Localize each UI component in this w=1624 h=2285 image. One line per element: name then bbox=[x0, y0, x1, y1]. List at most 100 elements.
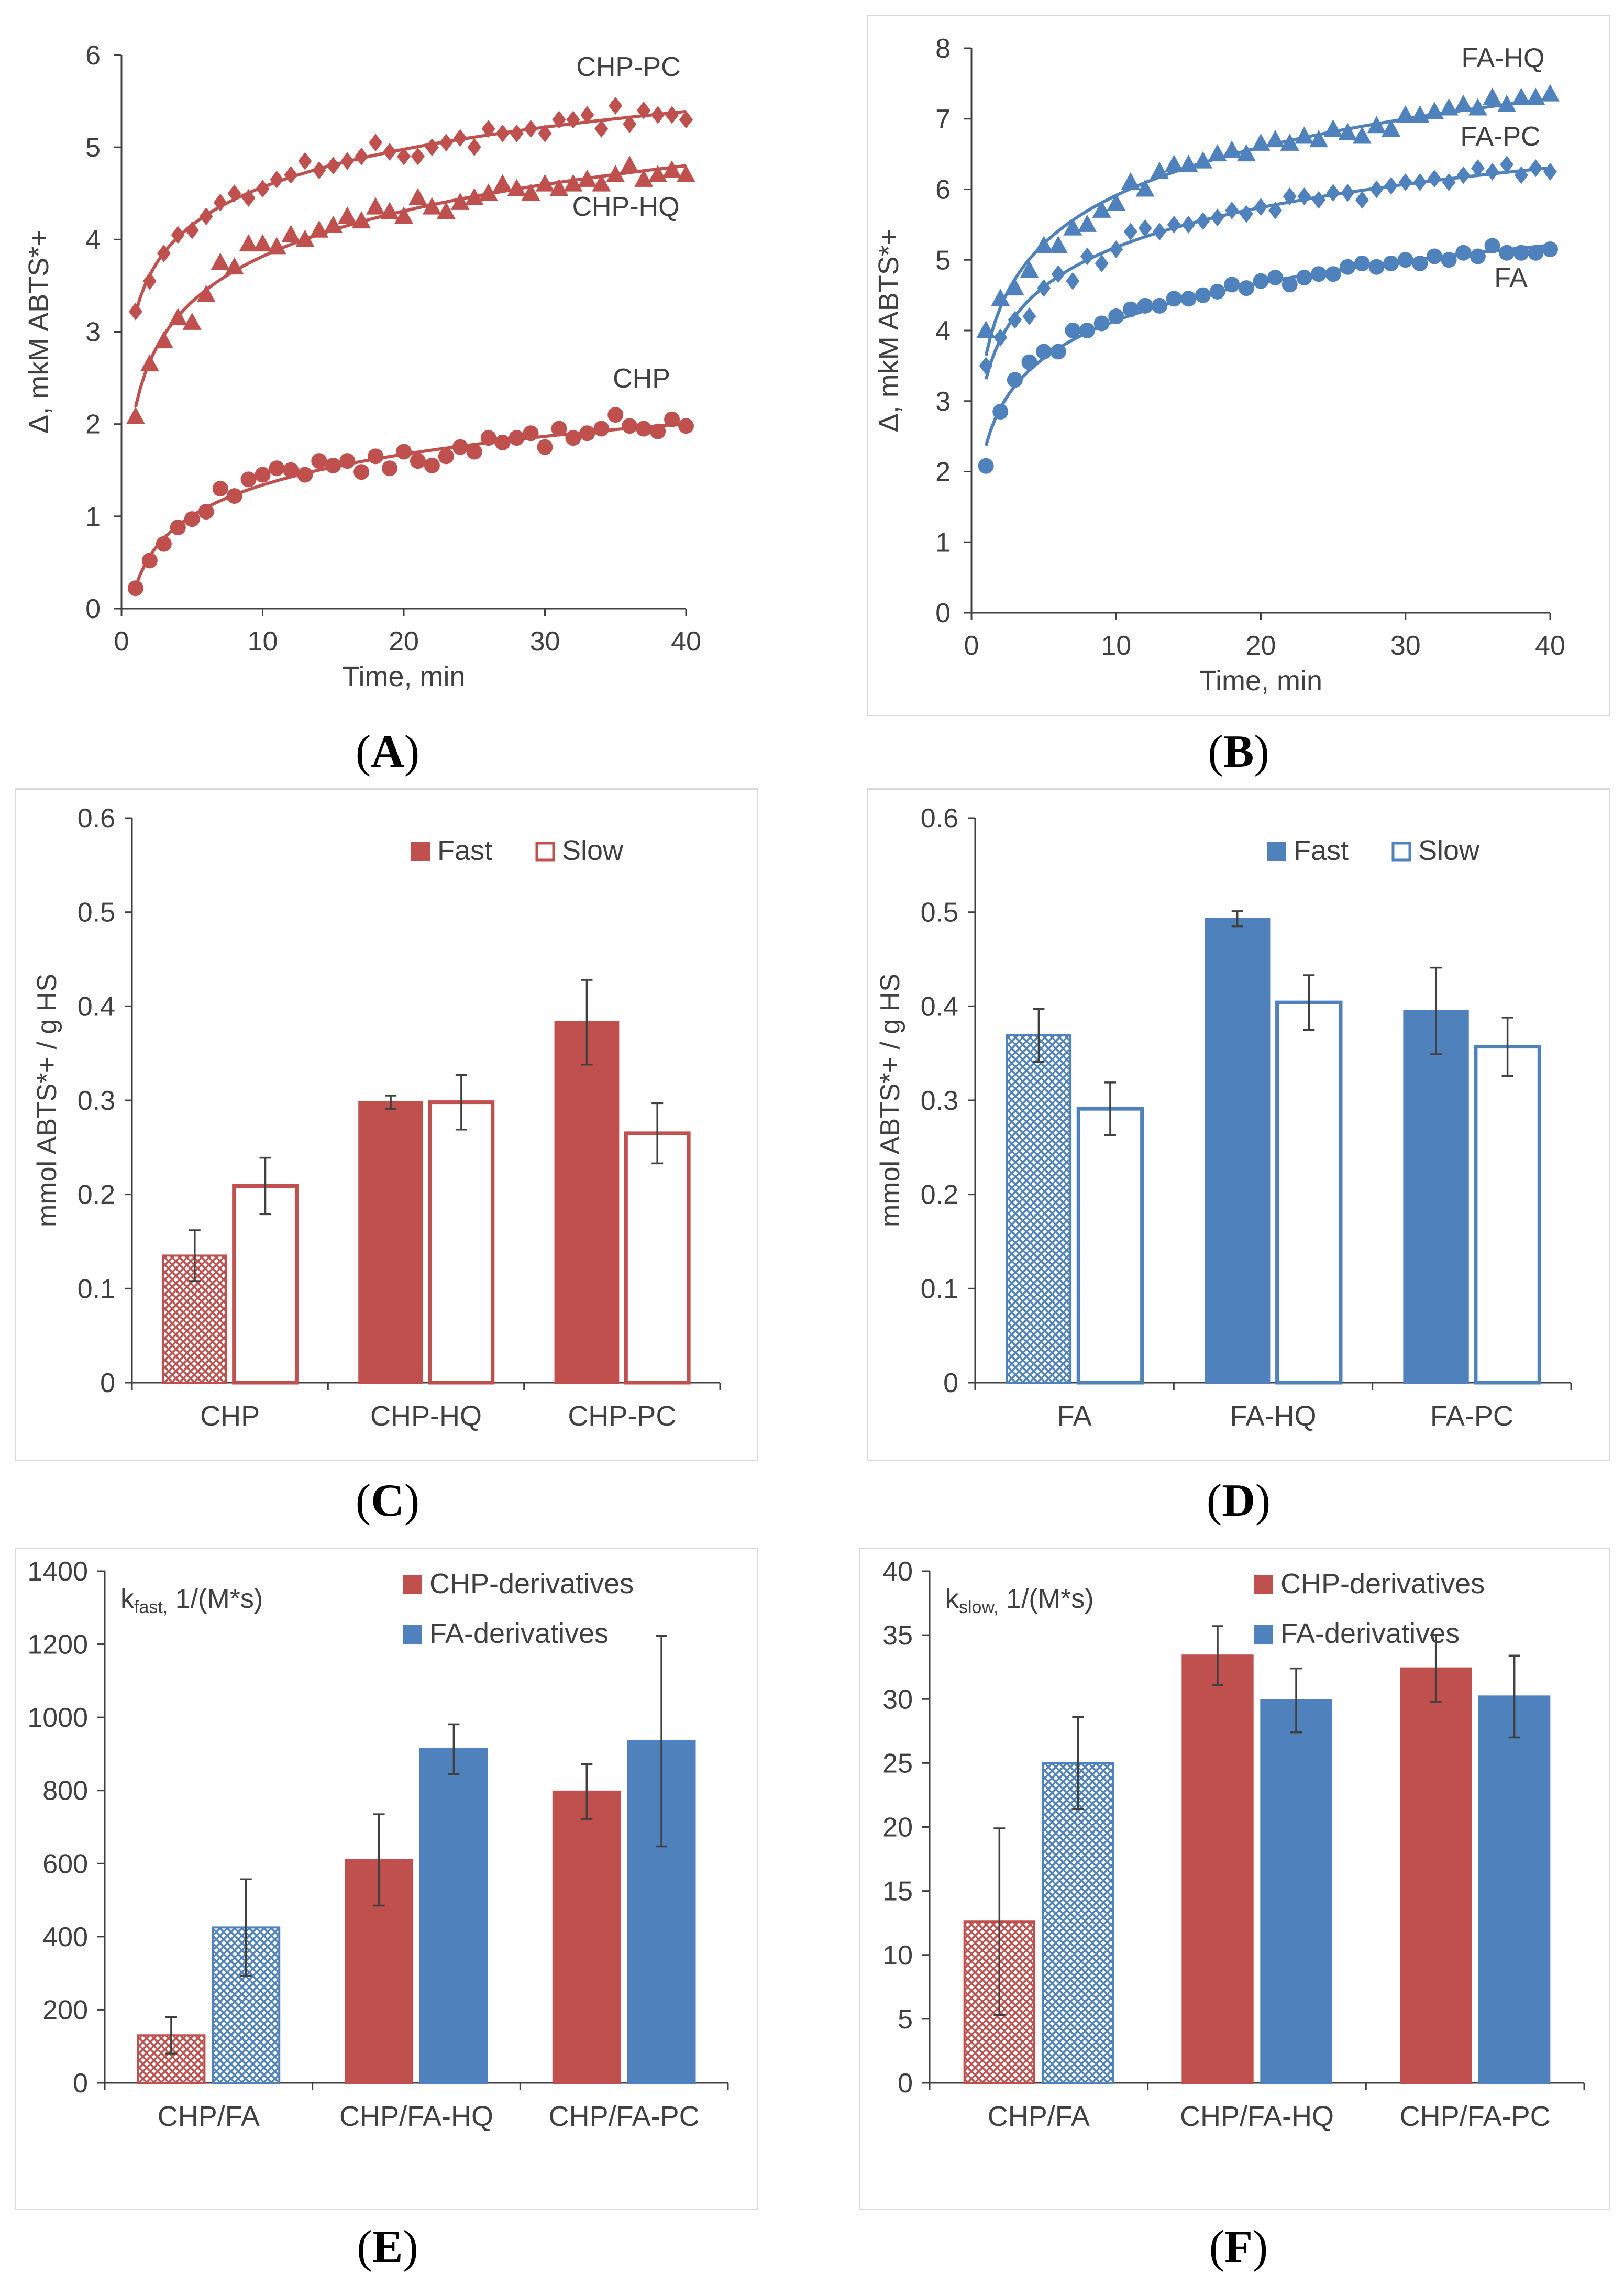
y-tick-label: 0.6 bbox=[78, 803, 115, 834]
data-point bbox=[979, 357, 993, 375]
data-point bbox=[338, 206, 357, 224]
y-tick-label: 1 bbox=[85, 502, 101, 532]
y-tick-label: 0 bbox=[898, 2068, 913, 2099]
data-point bbox=[1542, 241, 1558, 258]
y-tick-label: 8 bbox=[935, 34, 951, 64]
data-point bbox=[1179, 154, 1198, 172]
y-tick-label: 4 bbox=[85, 225, 101, 255]
data-point bbox=[297, 467, 313, 483]
data-point bbox=[1225, 201, 1239, 219]
data-point bbox=[382, 460, 398, 477]
bar-Fast-FA bbox=[1006, 1034, 1072, 1384]
data-point bbox=[253, 234, 272, 252]
data-point bbox=[622, 418, 638, 434]
data-point bbox=[298, 152, 312, 170]
data-point bbox=[1468, 98, 1487, 116]
data-point bbox=[1238, 280, 1254, 296]
data-point bbox=[425, 138, 439, 157]
data-point bbox=[1164, 154, 1184, 172]
legend-label-FA-derivatives: FA-derivatives bbox=[429, 1618, 609, 1649]
data-point bbox=[170, 519, 186, 535]
data-point bbox=[1209, 283, 1225, 300]
data-point bbox=[662, 160, 682, 178]
x-tick-label: 30 bbox=[1390, 631, 1421, 661]
data-point bbox=[226, 488, 242, 504]
y-tick-label: 35 bbox=[882, 1620, 913, 1651]
bar-Slow-CHP bbox=[232, 1184, 299, 1385]
data-point bbox=[1427, 248, 1442, 264]
data-point bbox=[578, 169, 597, 187]
data-point bbox=[408, 188, 427, 206]
data-point bbox=[606, 165, 625, 183]
x-tick-label: 40 bbox=[671, 626, 701, 657]
data-point bbox=[1048, 236, 1068, 253]
series-label-FA-HQ: FA-HQ bbox=[1462, 43, 1545, 73]
data-point bbox=[609, 96, 623, 115]
data-point bbox=[566, 111, 580, 129]
series-label-CHP-HQ: CHP-HQ bbox=[572, 192, 679, 222]
y-tick-label: 6 bbox=[85, 40, 101, 71]
data-point bbox=[241, 189, 256, 207]
legend-swatch-slow bbox=[535, 842, 555, 862]
data-point bbox=[1137, 297, 1153, 314]
y-tick-label: 5 bbox=[935, 245, 951, 275]
data-point bbox=[1442, 173, 1456, 192]
bar-FA-derivatives-CHP/FA-HQ bbox=[419, 1748, 488, 2084]
y-axis-title: Δ, mkM ABTS*+ bbox=[23, 230, 54, 434]
data-point bbox=[1470, 248, 1486, 264]
x-tick-label: 20 bbox=[389, 626, 419, 657]
bar-Slow-FA-HQ bbox=[1275, 1000, 1343, 1385]
data-point bbox=[240, 471, 257, 488]
data-point bbox=[1051, 265, 1065, 283]
data-point bbox=[1511, 87, 1531, 105]
data-point bbox=[1439, 98, 1459, 116]
data-point bbox=[1309, 130, 1328, 148]
y-tick-label: 0.3 bbox=[78, 1086, 115, 1116]
data-point bbox=[1384, 176, 1398, 195]
data-point bbox=[564, 174, 583, 192]
y-tick-label: 15 bbox=[882, 1876, 913, 1907]
data-point bbox=[1095, 254, 1109, 272]
data-point bbox=[1485, 162, 1499, 181]
y-tick-label: 0 bbox=[100, 1368, 115, 1398]
data-point bbox=[465, 188, 484, 206]
data-point bbox=[1181, 215, 1196, 234]
data-point bbox=[436, 202, 456, 219]
x-tick-label: 40 bbox=[1535, 631, 1565, 661]
data-point bbox=[678, 418, 694, 434]
data-point bbox=[679, 111, 693, 129]
category-label: FA bbox=[1057, 1400, 1092, 1432]
data-point bbox=[509, 430, 525, 446]
panel-e-frame bbox=[15, 1548, 758, 2210]
data-point bbox=[978, 458, 994, 474]
data-point bbox=[1266, 130, 1285, 148]
data-point bbox=[1196, 212, 1210, 230]
y-tick-label: 0 bbox=[935, 598, 951, 628]
y-tick-label: 0.2 bbox=[78, 1180, 115, 1210]
data-point bbox=[396, 444, 412, 460]
data-point bbox=[211, 252, 230, 270]
data-point bbox=[594, 119, 609, 138]
panel-label-c: (C) bbox=[355, 1475, 420, 1526]
data-point bbox=[579, 425, 595, 441]
legend-swatch-FA-derivatives bbox=[1254, 1625, 1273, 1644]
data-point bbox=[1166, 291, 1182, 307]
series-label-CHP-PC: CHP-PC bbox=[576, 52, 680, 82]
data-point bbox=[494, 434, 511, 450]
y-tick-label: 0.1 bbox=[921, 1274, 958, 1304]
data-point bbox=[1529, 159, 1543, 178]
data-point bbox=[310, 220, 329, 238]
data-point bbox=[141, 553, 158, 569]
data-point bbox=[1513, 245, 1529, 261]
data-point bbox=[1208, 144, 1227, 162]
data-point bbox=[1483, 87, 1502, 105]
data-point bbox=[993, 328, 1008, 347]
legend-label-CHP-derivatives: CHP-derivatives bbox=[1280, 1568, 1485, 1599]
data-point bbox=[1455, 245, 1472, 261]
data-point bbox=[452, 439, 468, 455]
legend-label-slow: Slow bbox=[1418, 835, 1480, 866]
data-point bbox=[142, 272, 157, 290]
data-point bbox=[1194, 151, 1212, 169]
y-tick-label: 5 bbox=[898, 2004, 913, 2035]
bar-Slow-FA-PC bbox=[1474, 1045, 1541, 1385]
